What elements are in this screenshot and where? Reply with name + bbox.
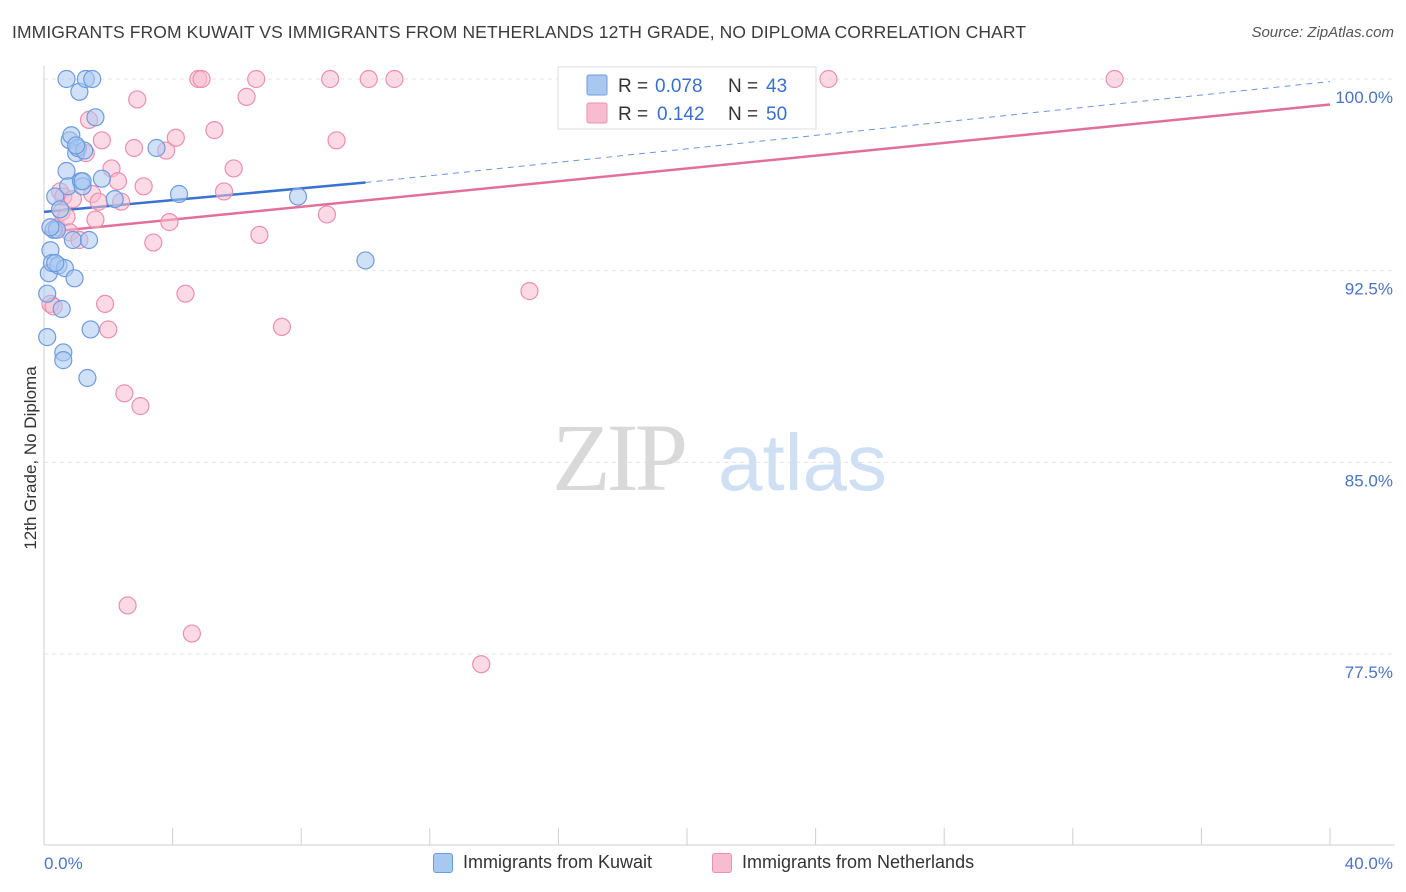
point-netherlands-23 [124,138,144,158]
point-netherlands-26 [134,177,153,196]
point-netherlands-14 [89,192,108,211]
point-kuwait-30 [81,320,100,339]
point-netherlands-21 [115,384,134,403]
legend-label-netherlands: Immigrants from Netherlands [742,852,975,872]
legend-n-label-netherlands: N = [728,104,758,125]
point-netherlands-40 [250,225,269,244]
point-kuwait-33 [92,169,111,188]
watermark-atlas: atlas [718,418,887,507]
watermark-zip: ZIP [552,404,685,511]
point-netherlands-47 [472,655,491,674]
point-kuwait-20 [57,69,76,89]
point-netherlands-19 [108,172,128,191]
tick-labels: 100.0% 92.5% 85.0% 77.5% 0.0% 40.0% [44,88,1393,873]
y-tick-label-0: 100.0% [1335,88,1393,107]
point-netherlands-35 [205,121,224,140]
legend-n-value-netherlands: 50 [766,104,787,125]
point-kuwait-10 [52,299,71,319]
point-netherlands-32 [182,624,201,643]
legend-swatch-icon [712,852,732,873]
x-tick-label-1: 40.0% [1345,854,1393,873]
point-netherlands-30 [166,128,185,147]
point-netherlands-45 [359,69,378,89]
point-kuwait-18 [63,230,83,250]
point-netherlands-46 [385,69,404,89]
point-netherlands-37 [224,159,243,178]
point-netherlands-41 [272,317,292,336]
point-netherlands-13 [86,210,105,229]
legend-swatch-netherlands [586,102,608,124]
point-kuwait-28 [78,368,97,388]
point-kuwait-34 [105,190,124,209]
point-netherlands-38 [237,87,256,106]
data-points [38,69,1124,674]
legend-box: R = 0.078 N = 43 R = 0.142 N = 50 [557,66,817,130]
point-netherlands-25 [131,397,150,416]
legend-item-netherlands[interactable]: Immigrants from Netherlands [712,852,974,873]
point-netherlands-15 [92,131,111,150]
legend-r-label-kuwait: R = [618,76,648,97]
x-tick-label-0: 0.0% [44,854,83,873]
y-tick-label-3: 77.5% [1345,663,1393,682]
point-kuwait-9 [50,200,70,219]
point-netherlands-22 [118,596,137,615]
legend-r-value-kuwait: 0.078 [655,76,703,97]
point-netherlands-42 [317,205,337,224]
point-kuwait-38 [356,251,375,270]
y-tick-label-2: 85.0% [1345,471,1393,490]
point-kuwait-1 [38,284,57,303]
legend-r-value-netherlands: 0.142 [657,104,705,125]
chart-title: IMMIGRANTS FROM KUWAIT VS IMMIGRANTS FRO… [12,22,1027,42]
point-kuwait-29 [79,230,99,250]
point-kuwait-19 [65,269,84,288]
point-kuwait-0 [38,328,57,347]
point-netherlands-49 [819,69,838,89]
point-netherlands-17 [99,320,118,339]
point-netherlands-31 [176,284,195,303]
y-axis-label: 12th Grade, No Diploma [21,366,40,550]
point-netherlands-27 [144,233,163,252]
trend-line-netherlands [43,103,1331,234]
point-netherlands-16 [95,294,115,313]
point-kuwait-42 [73,172,92,191]
point-netherlands-36 [214,182,234,201]
point-netherlands-50 [1105,69,1124,89]
point-kuwait-12 [54,351,73,370]
watermark: ZIP atlas [552,404,887,511]
point-kuwait-31 [83,69,102,89]
point-netherlands-29 [160,213,179,232]
legend-n-label-kuwait: N = [728,76,758,97]
point-netherlands-34 [192,69,211,89]
point-netherlands-44 [321,69,340,89]
legend-swatch-kuwait [586,74,608,96]
trend-line-kuwait-extension [365,81,1331,183]
point-kuwait-41 [46,253,65,273]
legend-item-kuwait[interactable]: Immigrants from Kuwait [433,852,652,873]
point-kuwait-14 [57,161,76,181]
point-netherlands-48 [520,282,539,301]
point-kuwait-40 [41,218,60,237]
legend-label-kuwait: Immigrants from Kuwait [463,852,653,872]
point-kuwait-39 [67,136,86,155]
point-kuwait-35 [147,138,166,158]
point-netherlands-39 [247,69,266,89]
point-netherlands-24 [128,90,147,109]
legend-r-label-netherlands: R = [618,104,648,125]
y-tick-label-1: 92.5% [1345,280,1393,299]
source-label: Source: ZipAtlas.com [1251,24,1394,41]
point-kuwait-32 [86,108,105,127]
point-kuwait-37 [288,187,308,206]
legend-n-value-kuwait: 43 [766,76,787,97]
point-kuwait-36 [169,184,189,204]
legend-swatch-icon [433,852,453,873]
point-netherlands-43 [327,131,346,150]
axes [43,66,1395,846]
